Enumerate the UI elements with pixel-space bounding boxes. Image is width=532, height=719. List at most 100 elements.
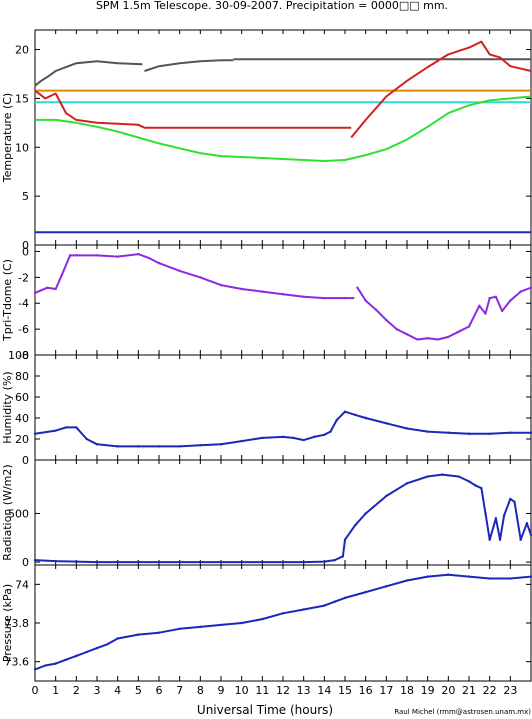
data-point bbox=[509, 497, 512, 501]
x-tick-label: 17 bbox=[379, 684, 393, 697]
data-point bbox=[364, 416, 367, 420]
data-point bbox=[354, 413, 357, 417]
data-point bbox=[484, 312, 487, 315]
x-tick-label: 3 bbox=[94, 684, 101, 697]
y-tick-label: 0 bbox=[22, 556, 29, 569]
data-point bbox=[147, 256, 150, 260]
data-point bbox=[323, 296, 326, 300]
data-point bbox=[374, 308, 378, 311]
data-point bbox=[60, 273, 64, 276]
y-tick-label: 73.8 bbox=[5, 617, 30, 630]
y-axis-label: Tpri-Tdome (C) bbox=[1, 259, 14, 342]
data-point bbox=[494, 295, 498, 298]
data-point bbox=[488, 538, 491, 541]
data-point bbox=[323, 433, 326, 436]
data-point bbox=[529, 575, 532, 578]
y-axis-label: Radiation (W/m2) bbox=[1, 464, 14, 560]
data-point bbox=[302, 438, 305, 442]
data-point bbox=[426, 475, 429, 478]
data-point bbox=[343, 410, 347, 413]
chart-title: SPM 1.5m Telescope. 30-09-2007. Precipit… bbox=[96, 0, 448, 12]
y-tick-label: 0 bbox=[22, 239, 29, 252]
x-tick-label: 1 bbox=[52, 684, 59, 697]
data-point bbox=[519, 290, 522, 293]
data-point bbox=[281, 292, 285, 296]
data-point bbox=[352, 296, 355, 300]
series-line bbox=[350, 40, 532, 139]
series-line bbox=[144, 59, 234, 72]
y-tick-label: 40 bbox=[15, 412, 29, 425]
series-line bbox=[34, 410, 531, 448]
data-point bbox=[64, 658, 68, 661]
data-point bbox=[467, 480, 471, 483]
data-point bbox=[178, 445, 181, 448]
series-line bbox=[34, 89, 352, 129]
data-point bbox=[323, 604, 326, 607]
chart-panel: 0 5 10 15 20 Temperature (C) bbox=[1, 29, 532, 252]
data-point bbox=[157, 261, 161, 265]
x-tick-label: 23 bbox=[503, 684, 517, 697]
data-point bbox=[137, 445, 140, 448]
data-point bbox=[33, 432, 37, 435]
data-point bbox=[281, 560, 285, 564]
data-point bbox=[137, 560, 140, 564]
data-point bbox=[329, 430, 332, 433]
data-point bbox=[385, 422, 388, 425]
x-tick-label: 7 bbox=[176, 684, 183, 697]
data-point bbox=[106, 643, 109, 646]
data-point bbox=[343, 296, 347, 300]
y-axis-label: Pressure (kPa) bbox=[1, 584, 14, 662]
data-point bbox=[343, 538, 347, 541]
data-point bbox=[480, 486, 483, 490]
data-point bbox=[509, 577, 512, 580]
x-tick-label: 10 bbox=[235, 684, 249, 697]
y-tick-label: 100 bbox=[8, 349, 29, 362]
data-point bbox=[54, 287, 57, 291]
data-point bbox=[467, 575, 471, 578]
data-point bbox=[525, 521, 529, 525]
data-point bbox=[54, 662, 57, 665]
data-point bbox=[199, 625, 202, 629]
data-point bbox=[85, 650, 88, 654]
data-point bbox=[488, 577, 491, 580]
data-point bbox=[447, 335, 450, 339]
data-point bbox=[529, 533, 532, 537]
x-tick-label: 5 bbox=[135, 684, 142, 697]
data-point bbox=[333, 600, 336, 603]
data-point bbox=[494, 517, 498, 520]
data-point bbox=[75, 560, 78, 563]
data-point bbox=[95, 560, 99, 564]
x-tick-label: 14 bbox=[317, 684, 331, 697]
data-point bbox=[356, 286, 359, 289]
data-point bbox=[302, 295, 305, 298]
y-tick-label: 500 bbox=[8, 507, 29, 520]
series-line bbox=[34, 253, 354, 300]
data-point bbox=[95, 646, 99, 650]
x-tick-label: 19 bbox=[421, 684, 435, 697]
data-point bbox=[240, 560, 243, 564]
data-point bbox=[405, 579, 409, 582]
x-tick-label: 12 bbox=[276, 684, 290, 697]
data-point bbox=[281, 435, 285, 439]
data-point bbox=[116, 255, 119, 258]
data-point bbox=[364, 512, 367, 515]
data-point bbox=[116, 637, 119, 640]
data-point bbox=[54, 429, 57, 432]
data-point bbox=[502, 514, 506, 517]
data-point bbox=[312, 435, 316, 439]
data-point bbox=[529, 431, 532, 434]
data-point bbox=[436, 338, 440, 341]
data-point bbox=[199, 444, 202, 447]
x-tick-label: 13 bbox=[297, 684, 311, 697]
data-point bbox=[33, 291, 37, 295]
y-axis-label: Humidity (%) bbox=[1, 371, 14, 443]
series-line bbox=[34, 573, 532, 671]
data-point bbox=[333, 558, 336, 562]
data-point bbox=[302, 560, 305, 564]
data-point bbox=[292, 436, 295, 440]
data-point bbox=[426, 430, 429, 433]
data-point bbox=[240, 439, 243, 443]
